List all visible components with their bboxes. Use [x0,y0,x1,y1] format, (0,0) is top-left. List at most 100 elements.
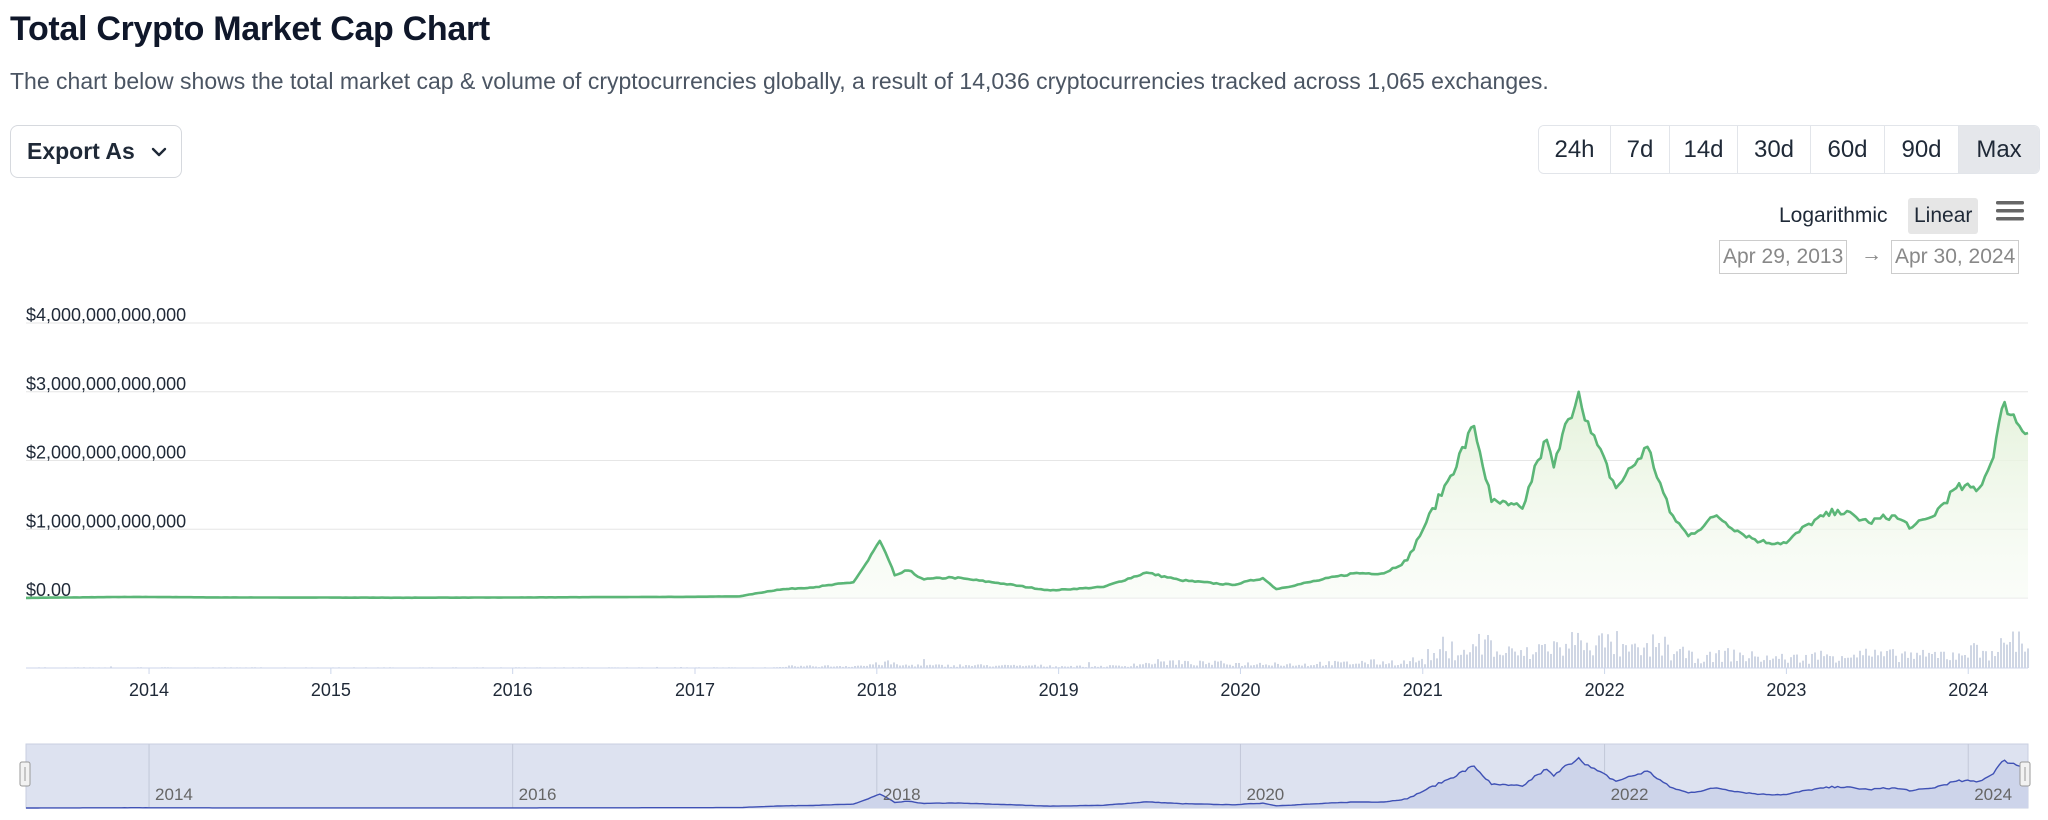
date-range-from-input[interactable]: Apr 29, 2013 [1719,240,1848,274]
date-range-to-input[interactable]: Apr 30, 2024 [1891,240,2020,274]
volume-bar [1889,649,1891,668]
date-range-arrow: → [1861,243,1882,266]
volume-bar [1982,650,1984,668]
navigator[interactable]: 2014 2016 2018 2020 2022 2024 [19,743,2031,809]
volume-bar [1322,665,1324,668]
volume-bar [1187,661,1189,668]
volume-bar [1556,642,1558,668]
volume-bar [1976,644,1978,668]
volume-bar [1382,661,1384,668]
volume-bar [869,664,871,668]
chevron-down-icon [151,147,166,156]
volume-bar [785,666,787,668]
volume-bar [890,664,892,668]
volume-bar [1442,636,1444,668]
volume-bar [923,659,925,668]
volume-bar [1223,663,1225,668]
volume-bar [932,665,934,668]
logarithmic-scale-toggle[interactable]: Logarithmic [1779,204,1888,227]
volume-bar [1094,666,1096,668]
volume-bar [809,665,811,668]
volume-bar [1985,651,1987,668]
range-button-60d[interactable]: 60d [1811,126,1885,173]
volume-bar [977,664,979,668]
volume-bar [1409,661,1411,668]
volume-bar [1241,665,1243,668]
volume-bar [1841,656,1843,668]
volume-bar [1313,665,1315,668]
volume-bar [1508,646,1510,668]
volume-bar [1499,654,1501,668]
volume-bar [1025,665,1027,668]
range-button-30d[interactable]: 30d [1738,126,1811,173]
volume-bar [1631,644,1633,668]
volume-bar [1283,665,1285,668]
volume-bar [1493,656,1495,668]
volume-bar [1109,665,1111,668]
export-as-button[interactable]: Export As [10,125,182,178]
x-tick-label: 2020 [1220,680,1260,700]
volume-bar [1877,655,1879,668]
volume-bar [1805,654,1807,668]
volume-bar [851,666,853,668]
volume-bar [1484,639,1486,668]
volume-bar [1133,663,1135,668]
volume-bar [1421,658,1423,668]
volume-bar [791,665,793,668]
linear-scale-toggle[interactable]: Linear [1908,198,1979,234]
volume-bar [1796,654,1798,668]
volume-bar [1394,665,1396,668]
volume-bar [1127,666,1129,668]
volume-bar [1595,645,1597,668]
volume-bar [1334,660,1336,668]
range-button-14d[interactable]: 14d [1670,126,1738,173]
x-tick-label: 2021 [1403,680,1443,700]
volume-bar [1910,652,1912,668]
volume-bar [1370,659,1372,668]
page-title: Total Crypto Market Cap Chart [10,10,490,48]
volume-bar [1979,657,1981,668]
volume-bar [1430,660,1432,668]
volume-bar [1061,666,1063,668]
volume-bar [1454,660,1456,668]
volume-bar [1064,666,1066,668]
volume-bar [1532,654,1534,668]
volume-bar [1862,655,1864,668]
volume-bar [878,664,880,668]
volume-bar [1217,661,1219,668]
volume-bar [926,665,928,668]
volume-bar [974,665,976,668]
volume-bar [1934,651,1936,668]
range-button-7d[interactable]: 7d [1611,126,1670,173]
volume-bar [1946,659,1948,668]
volume-bar [824,665,826,668]
volume-bar [812,666,814,668]
volume-bar [905,664,907,668]
volume-bar [1781,653,1783,668]
volume-bar [1154,663,1156,668]
volume-bar [1802,660,1804,668]
volume-bar [1724,650,1726,668]
volume-bar [1016,665,1018,668]
volume-bar [1034,664,1036,668]
volume-bar [1445,651,1447,668]
volume-bar [1352,664,1354,668]
volume-bar [1490,640,1492,668]
volume-bar [794,666,796,668]
volume-bar [1529,658,1531,668]
volume-bar [1160,661,1162,668]
volume-bar [1622,644,1624,668]
range-button-24h[interactable]: 24h [1539,126,1611,173]
range-button-max[interactable]: Max [1959,126,2039,173]
volume-bar [956,666,958,668]
x-tick-label: 2016 [493,680,533,700]
range-button-90d[interactable]: 90d [1885,126,1959,173]
navigator-tick-label: 2022 [1611,785,1649,804]
volume-bar [1568,648,1570,668]
volume-bar [1715,653,1717,668]
volume-bar [1289,663,1291,668]
volume-bar [1739,652,1741,668]
volume-bar [1316,664,1318,668]
volume-bar [1328,661,1330,668]
hamburger-menu-icon[interactable] [1996,199,2024,223]
